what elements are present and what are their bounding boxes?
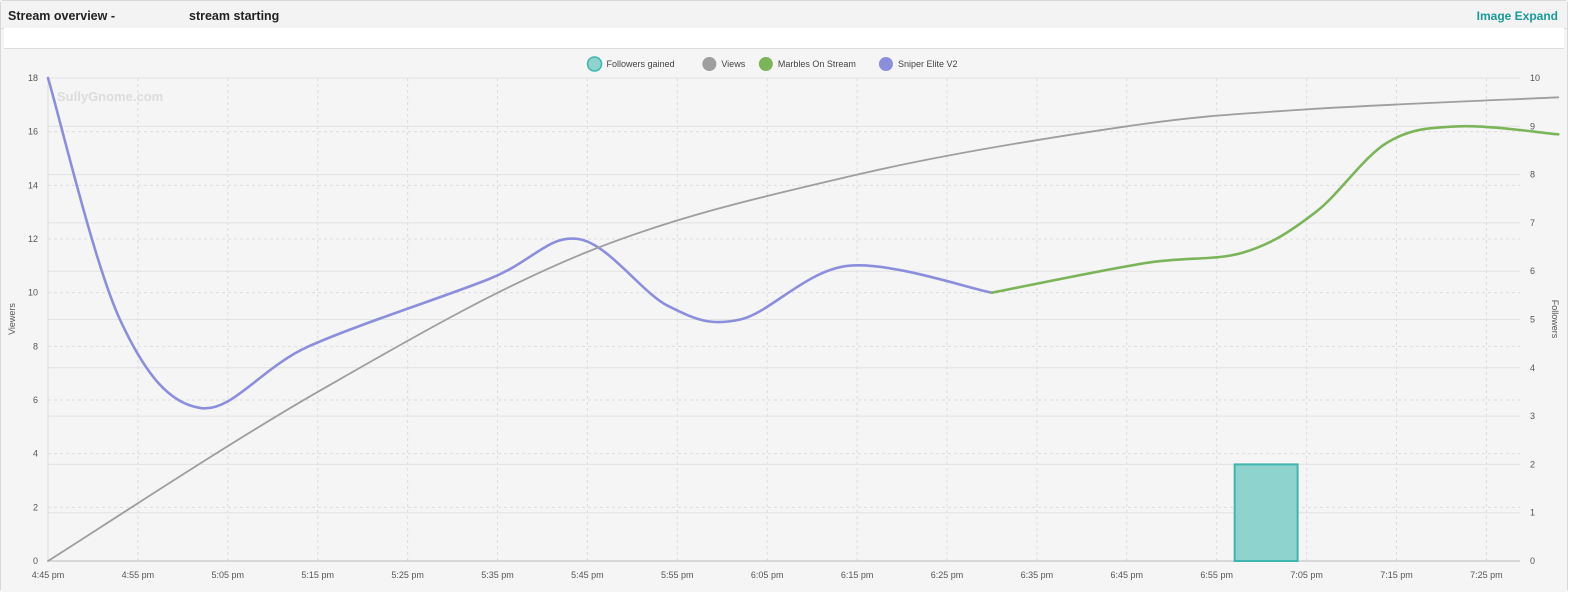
y-right-tick-label: 5 [1530,315,1535,325]
x-tick-label: 5:05 pm [212,570,245,580]
y-right-tick-label: 7 [1530,218,1535,228]
y-left-tick-label: 16 [28,127,38,137]
legend-label-views: Views [721,59,745,69]
y-left-tick-label: 14 [28,180,38,190]
legend-label-marbles-on-stream: Marbles On Stream [778,59,856,69]
legend-swatch-followers-gained [586,56,603,72]
legend-swatch-sniper-elite-v2 [878,57,893,71]
stream-chart: SullyGnome.com 4:45 pm 4:55 pm 5:05 pm 5:15 … [7,56,1560,580]
panel-title: Stream overview - [8,9,115,23]
y-left-tick-label: 12 [28,234,38,244]
y-left-tick-label: 4 [33,449,38,459]
grid-lines [47,77,1520,562]
x-tick-label: 6:15 pm [841,570,874,580]
y-right-tick-label: 8 [1530,170,1535,180]
legend-swatch-marbles-on-stream [758,57,773,71]
stream-title: stream starting [189,9,280,23]
panel-toolbar [4,28,1564,49]
y-right-tick-label: 9 [1530,121,1535,131]
watermark: SullyGnome.com [57,89,163,104]
marbles-on-stream-line [990,124,1560,294]
x-tick-label: 7:05 pm [1290,570,1323,580]
legend-label-sniper-elite-v2: Sniper Elite V2 [898,59,958,69]
y-right-tick-label: 2 [1530,459,1535,469]
x-tick-label: 4:55 pm [122,570,155,580]
x-tick-label: 5:35 pm [481,570,514,580]
sniper-elite-v2-line [46,76,994,410]
image-expand-link[interactable]: Image Expand [1476,9,1558,23]
y-left-tick-label: 0 [33,556,38,566]
x-tick-label: 5:15 pm [301,570,334,580]
y-right-tick-label: 1 [1530,508,1535,518]
y-left-tick-label: 6 [33,395,38,405]
x-tick-label: 5:55 pm [661,570,694,580]
legend: Followers gained Views Marbles On Stream Sn… [586,56,958,72]
views-line [47,96,1560,562]
followers-gained-bar [1233,463,1299,562]
x-tick-label: 6:05 pm [751,570,784,580]
y-right-axis-label: Followers [1550,300,1560,339]
legend-swatch-views [702,57,717,71]
y-right-tick-label: 4 [1530,363,1535,373]
y-left-axis-label: Viewers [7,303,17,335]
x-tick-label: 6:35 pm [1021,570,1054,580]
x-tick-label: 5:25 pm [391,570,424,580]
x-tick-label: 4:45 pm [32,570,65,580]
y-left-tick-label: 10 [28,288,38,298]
y-right-tick-label: 10 [1530,73,1540,83]
y-right-tick-label: 3 [1530,411,1535,421]
y-right-tick-label: 0 [1530,556,1535,566]
x-tick-label: 7:15 pm [1380,570,1413,580]
y-left-tick-label: 18 [28,73,38,83]
x-tick-label: 6:25 pm [931,570,964,580]
y-left-tick-label: 8 [33,341,38,351]
chart-area: SullyGnome.com 4:45 pm 4:55 pm 5:05 pm 5:15 … [1,49,1567,592]
x-tick-label: 5:45 pm [571,570,604,580]
panel-header: Stream overview - stream starting Image … [1,1,1567,29]
y-left-tick-label: 2 [33,502,38,512]
x-tick-label: 7:25 pm [1470,570,1503,580]
x-tick-label: 6:55 pm [1200,570,1233,580]
y-right-tick-label: 6 [1530,266,1535,276]
x-tick-label: 6:45 pm [1111,570,1144,580]
legend-label-followers-gained: Followers gained [607,59,675,69]
